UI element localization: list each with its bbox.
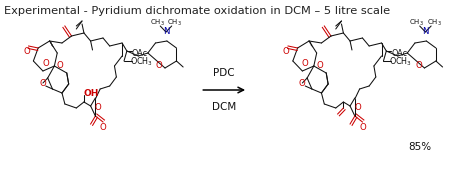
Text: CH$_3$: CH$_3$ xyxy=(150,18,165,28)
Text: 85%: 85% xyxy=(408,142,431,152)
Text: OCH$_3$: OCH$_3$ xyxy=(130,56,153,68)
Text: O: O xyxy=(359,123,366,132)
Text: OAc: OAc xyxy=(132,49,148,58)
Text: O: O xyxy=(23,47,30,56)
Text: N: N xyxy=(422,26,428,35)
Text: O: O xyxy=(156,60,163,70)
Text: O: O xyxy=(100,123,106,132)
Text: CH$_3$: CH$_3$ xyxy=(427,18,441,28)
Text: O: O xyxy=(316,60,323,70)
Text: CH$_3$: CH$_3$ xyxy=(167,18,182,28)
Text: O: O xyxy=(95,102,101,111)
Text: O: O xyxy=(57,60,64,70)
Text: O: O xyxy=(283,47,290,56)
Text: O: O xyxy=(42,58,49,68)
Text: CH$_3$: CH$_3$ xyxy=(410,18,424,28)
Text: Experimental - Pyridium dichromate oxidation in DCM – 5 litre scale: Experimental - Pyridium dichromate oxida… xyxy=(4,6,390,16)
Text: N: N xyxy=(163,26,169,35)
Text: O: O xyxy=(355,102,361,111)
Text: OAc: OAc xyxy=(391,49,407,58)
Text: PDC: PDC xyxy=(213,68,235,78)
Text: DCM: DCM xyxy=(212,102,236,112)
Text: O: O xyxy=(299,79,306,89)
Text: O: O xyxy=(39,79,46,89)
Text: O: O xyxy=(302,58,309,68)
Text: OH: OH xyxy=(84,89,100,98)
Text: O: O xyxy=(415,60,422,70)
Text: OCH$_3$: OCH$_3$ xyxy=(389,56,412,68)
